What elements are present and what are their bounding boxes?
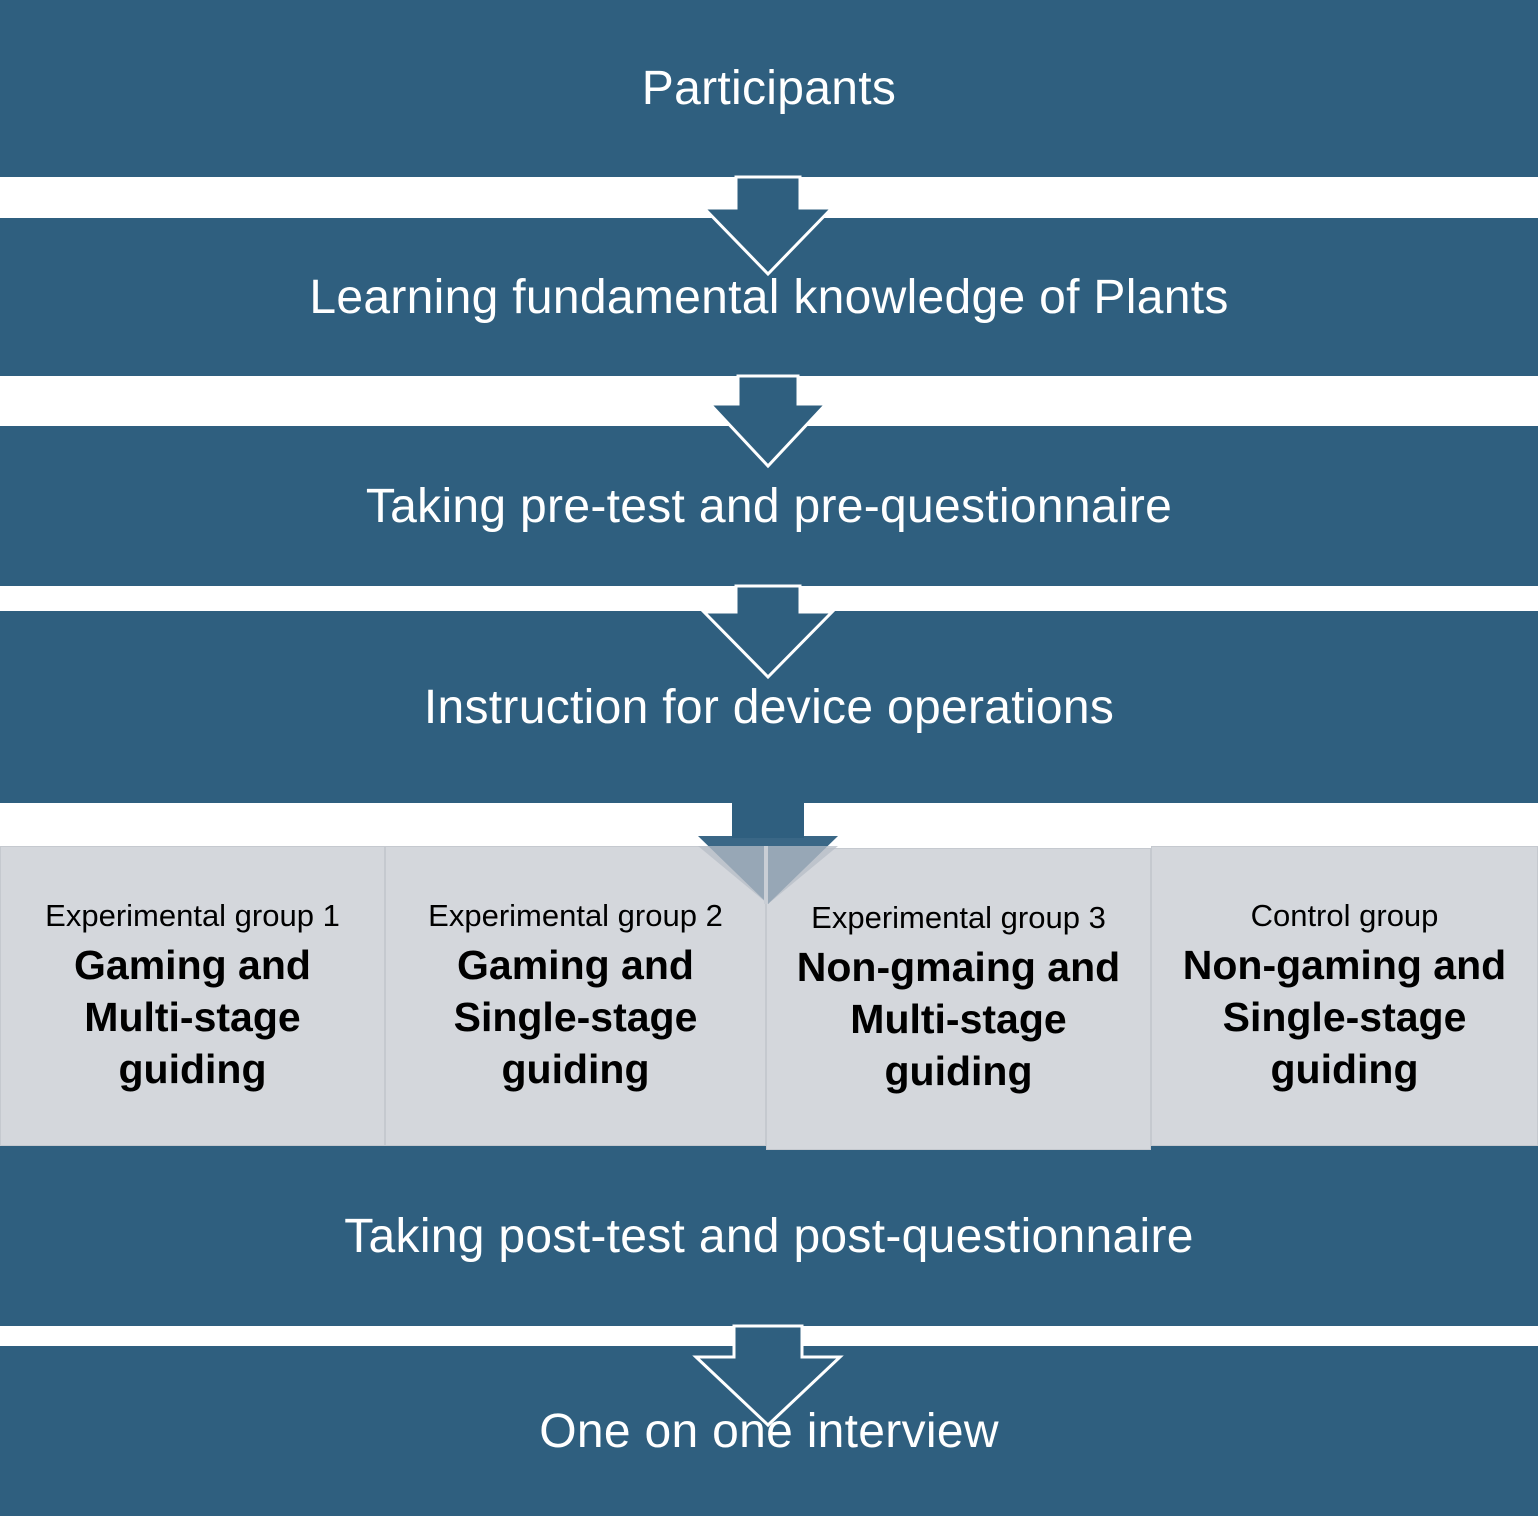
step-participants: Participants	[0, 0, 1538, 177]
step-participants-label: Participants	[641, 62, 897, 115]
step-learning-label: Learning fundamental knowledge of Plants	[309, 270, 1229, 324]
flow-arrow-4	[698, 802, 838, 904]
group-box-experimental-1: Experimental group 1 Gaming and Multi-st…	[0, 846, 385, 1146]
step-pre-test: Taking pre-test and pre-questionnaire	[0, 426, 1538, 586]
flow-arrow-5	[692, 1324, 844, 1428]
step-pre-test-label: Taking pre-test and pre-questionnaire	[365, 479, 1173, 533]
group-box-experimental-3: Experimental group 3 Non-gmaing and Mult…	[766, 848, 1151, 1150]
group-label: Control group	[1250, 898, 1439, 933]
group-title: Gaming and Multi-stage guiding	[74, 942, 311, 1092]
group-label: Experimental group 3	[811, 900, 1106, 935]
step-post-test: Taking post-test and post-questionnaire	[0, 1146, 1538, 1326]
step-instruction-label: Instruction for device operations	[423, 680, 1115, 734]
group-box-control: Control group Non-gaming and Single-stag…	[1151, 846, 1538, 1146]
group-box-experimental-2: Experimental group 2 Gaming and Single-s…	[385, 846, 766, 1146]
group-label: Experimental group 1	[45, 898, 340, 933]
flow-arrow-1	[700, 175, 836, 277]
flow-arrow-3	[700, 584, 836, 680]
group-title: Non-gmaing and Multi-stage guiding	[796, 944, 1121, 1094]
group-title: Non-gaming and Single-stage guiding	[1182, 942, 1507, 1092]
step-post-test-label: Taking post-test and post-questionnaire	[344, 1209, 1194, 1263]
step-interview-label: One on one interview	[539, 1404, 999, 1458]
group-title: Gaming and Single-stage guiding	[453, 942, 698, 1092]
group-label: Experimental group 2	[428, 898, 723, 933]
flow-arrow-2	[706, 374, 830, 469]
